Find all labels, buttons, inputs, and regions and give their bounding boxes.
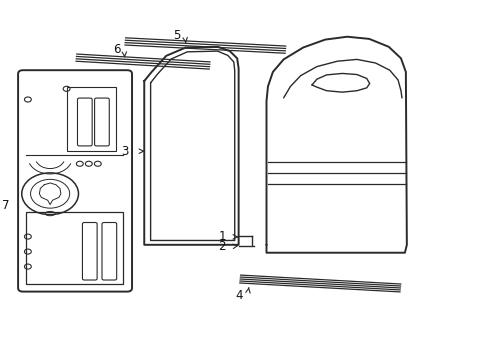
Text: 6: 6 — [112, 43, 120, 56]
Bar — [66, 87, 115, 151]
Text: 5: 5 — [173, 29, 181, 42]
Text: 7: 7 — [2, 199, 10, 212]
Text: 1: 1 — [218, 230, 225, 243]
Text: 3: 3 — [121, 145, 128, 158]
Bar — [26, 212, 123, 284]
Text: 4: 4 — [235, 289, 243, 302]
Text: 2: 2 — [218, 240, 225, 253]
